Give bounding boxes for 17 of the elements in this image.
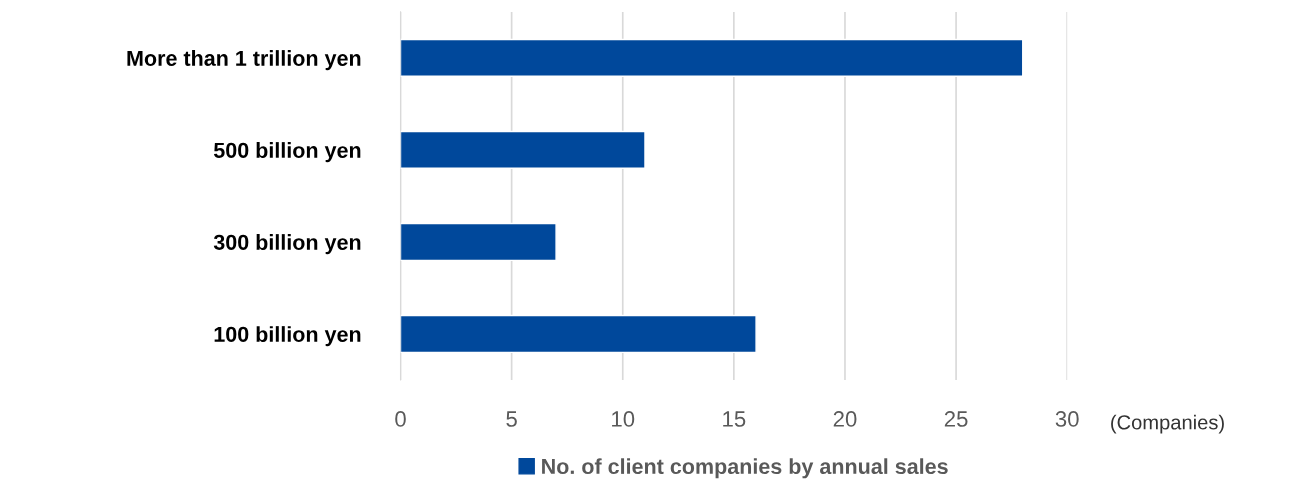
bar bbox=[400, 38, 1024, 78]
y-tick-label: 500 billion yen bbox=[213, 142, 361, 163]
bar bbox=[400, 130, 646, 170]
x-tick-label: 25 bbox=[944, 411, 968, 427]
y-tick-label: 100 billion yen bbox=[214, 326, 361, 347]
bar bbox=[400, 222, 557, 262]
x-tick-label: 0 bbox=[395, 411, 406, 427]
x-tick-label: 5 bbox=[506, 411, 517, 427]
x-tick-label: 10 bbox=[612, 411, 635, 427]
legend-label: No. of client companies by annual sales bbox=[542, 458, 948, 479]
x-tick-label: 20 bbox=[833, 411, 857, 427]
x-tick-label: 15 bbox=[723, 411, 746, 427]
y-tick-label: 300 billion yen bbox=[213, 234, 361, 255]
y-tick-label: More than 1 trillion yen bbox=[127, 50, 361, 71]
x-tick-label: 30 bbox=[1055, 411, 1079, 427]
bar bbox=[400, 314, 757, 354]
x-axis-title: (Companies) bbox=[1111, 414, 1224, 434]
